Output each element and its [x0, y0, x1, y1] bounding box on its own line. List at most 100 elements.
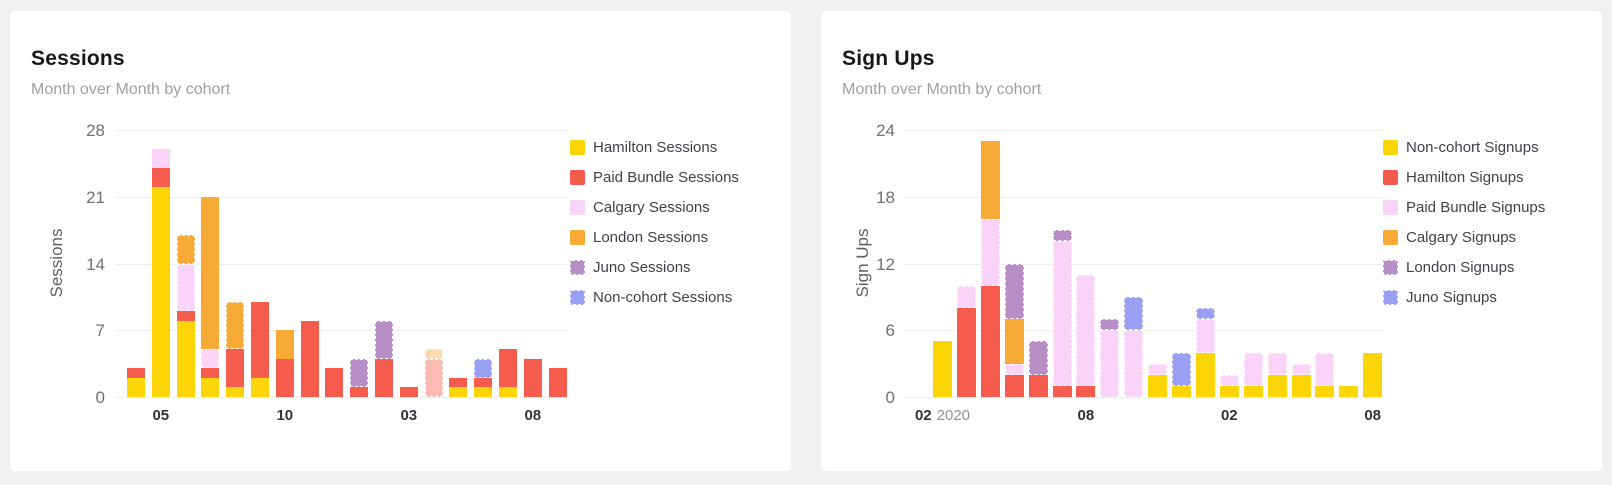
stacked-bar-1[interactable] [933, 341, 952, 397]
stacked-bar-10[interactable] [350, 358, 369, 397]
legend-item-non-cohort-signups[interactable]: Non-cohort Signups [1383, 139, 1539, 156]
stacked-bar-12[interactable] [1195, 308, 1215, 397]
stacked-bar-15[interactable] [474, 358, 493, 397]
bar-segment-london-sessions[interactable] [201, 196, 220, 350]
legend-item-london-signups[interactable]: London Signups [1383, 259, 1514, 276]
bar-segment-juno-sessions[interactable] [375, 320, 393, 359]
bar-segment-non-cohort-signups[interactable] [1148, 374, 1168, 397]
bar-segment-paid-bundle-signups[interactable] [1243, 352, 1263, 386]
stacked-bar-14[interactable] [449, 377, 468, 397]
bar-segment-calgary-signups[interactable] [980, 141, 1000, 219]
bar-segment-paid-bundle-signups[interactable] [1004, 363, 1024, 375]
stacked-bar-15[interactable] [1267, 352, 1287, 397]
bar-segment-london-sessions[interactable] [275, 330, 294, 359]
bar-segment-paid-bundle-sessions[interactable] [251, 301, 269, 378]
bar-segment-paid-bundle-signups[interactable] [1100, 330, 1120, 397]
bar-segment-paid-bundle-sessions[interactable] [399, 387, 418, 397]
bar-segment-london-signups[interactable] [1028, 341, 1048, 375]
stacked-bar-8[interactable] [1100, 319, 1120, 397]
bar-segment-paid-bundle-signups[interactable] [1195, 319, 1215, 353]
stacked-bar-2[interactable] [151, 149, 170, 397]
legend-item-calgary-sessions[interactable]: Calgary Sessions [570, 199, 710, 216]
bar-segment-london-signups[interactable] [1100, 319, 1120, 331]
bar-segment-hamilton-sessions[interactable] [251, 377, 269, 397]
legend-item-juno-signups[interactable]: Juno Signups [1383, 289, 1497, 306]
stacked-bar-6[interactable] [1052, 230, 1072, 397]
bar-segment-paid-bundle-sessions[interactable] [548, 368, 567, 397]
bar-segment-non-cohort-signups[interactable] [1195, 352, 1215, 397]
bar-segment-calgary-sessions[interactable] [201, 349, 220, 369]
bar-segment-paid-bundle-sessions[interactable] [350, 387, 369, 397]
stacked-bar-17[interactable] [523, 358, 542, 397]
stacked-bar-3[interactable] [980, 141, 1000, 397]
bar-segment-paid-bundle-signups[interactable] [980, 219, 1000, 286]
bar-segment-paid-bundle-sessions[interactable] [325, 368, 344, 397]
bar-segment-paid-bundle-signups[interactable] [1219, 374, 1239, 386]
stacked-bar-10[interactable] [1148, 363, 1168, 397]
bar-segment-paid-bundle-sessions[interactable] [151, 168, 170, 188]
bar-segment-hamilton-sessions[interactable] [127, 377, 145, 397]
bar-segment-non-cohort-signups[interactable] [1267, 374, 1287, 397]
stacked-bar-9[interactable] [1124, 296, 1144, 397]
bar-segment-juno-sessions[interactable] [350, 358, 369, 388]
stacked-bar-13[interactable] [424, 349, 443, 397]
bar-segment-hamilton-sessions[interactable] [499, 387, 517, 397]
bar-segment-paid-bundle-signups[interactable] [1267, 352, 1287, 375]
bar-segment-juno-signups[interactable] [1124, 296, 1144, 331]
stacked-bar-11[interactable] [375, 320, 393, 397]
legend-item-paid-bundle-signups[interactable]: Paid Bundle Signups [1383, 199, 1545, 216]
stacked-bar-4[interactable] [201, 196, 220, 397]
bar-segment-hamilton-sessions[interactable] [151, 187, 170, 397]
bar-segment-calgary-sessions[interactable] [176, 263, 195, 312]
legend-item-paid-bundle-sessions[interactable]: Paid Bundle Sessions [570, 169, 739, 186]
bar-segment-london-signups[interactable] [1052, 230, 1072, 242]
bar-segment-hamilton-signups[interactable] [1028, 374, 1048, 397]
stacked-bar-7[interactable] [1076, 274, 1096, 397]
legend-item-juno-sessions[interactable]: Juno Sessions [570, 259, 691, 276]
bar-segment-calgary-sessions[interactable] [151, 149, 170, 169]
bar-segment-paid-bundle-signups[interactable] [1315, 352, 1335, 386]
stacked-bar-5[interactable] [1028, 341, 1048, 397]
bar-segment-hamilton-signups[interactable] [956, 308, 976, 397]
stacked-bar-2[interactable] [956, 285, 976, 397]
bar-segment-paid-bundle-sessions[interactable] [226, 349, 245, 388]
bar-segment-hamilton-signups[interactable] [980, 285, 1000, 397]
stacked-bar-19[interactable] [1363, 352, 1383, 397]
bar-segment-paid-bundle-sessions[interactable] [449, 377, 468, 388]
bar-segment-hamilton-sessions[interactable] [474, 387, 493, 397]
bar-segment-hamilton-sessions[interactable] [449, 387, 468, 397]
stacked-bar-14[interactable] [1243, 352, 1263, 397]
stacked-bar-16[interactable] [499, 349, 517, 397]
bar-segment-paid-bundle-sessions[interactable] [523, 358, 542, 397]
bar-segment-paid-bundle-signups[interactable] [1052, 241, 1072, 386]
stacked-bar-16[interactable] [1291, 363, 1311, 397]
stacked-bar-3[interactable] [176, 234, 195, 397]
bar-segment-non-cohort-sessions[interactable] [474, 358, 493, 378]
bar-segment-paid-bundle-sessions[interactable] [300, 320, 319, 397]
bar-segment-paid-bundle-signups[interactable] [1124, 330, 1144, 397]
bar-segment-juno-signups[interactable] [1195, 308, 1215, 320]
bar-segment-hamilton-signups[interactable] [1076, 385, 1096, 397]
bar-segment-paid-bundle-sessions[interactable] [375, 358, 393, 397]
stacked-bar-11[interactable] [1172, 352, 1191, 397]
stacked-bar-18[interactable] [1339, 385, 1359, 397]
bar-segment-paid-bundle-sessions[interactable] [474, 377, 493, 388]
bar-segment-non-cohort-signups[interactable] [1363, 352, 1383, 397]
bar-segment-london-sessions[interactable] [176, 234, 195, 264]
bar-segment-juno-signups[interactable] [1172, 352, 1191, 386]
bar-segment-paid-bundle-signups[interactable] [956, 285, 976, 308]
bar-segment-hamilton-sessions[interactable] [176, 320, 195, 397]
legend-item-hamilton-signups[interactable]: Hamilton Signups [1383, 169, 1524, 186]
stacked-bar-12[interactable] [399, 387, 418, 397]
bar-segment-paid-bundle-sessions[interactable] [201, 368, 220, 378]
legend-item-hamilton-sessions[interactable]: Hamilton Sessions [570, 139, 717, 156]
stacked-bar-9[interactable] [325, 368, 344, 397]
bar-segment-non-cohort-signups[interactable] [1315, 385, 1335, 397]
legend-item-london-sessions[interactable]: London Sessions [570, 229, 708, 246]
bar-segment-paid-bundle-signups[interactable] [1076, 274, 1096, 386]
bar-segment-non-cohort-signups[interactable] [1219, 385, 1239, 397]
stacked-bar-4[interactable] [1004, 263, 1024, 397]
stacked-bar-8[interactable] [300, 320, 319, 397]
bar-segment-non-cohort-signups[interactable] [1291, 374, 1311, 397]
bar-segment-paid-bundle-sessions[interactable] [424, 358, 443, 397]
